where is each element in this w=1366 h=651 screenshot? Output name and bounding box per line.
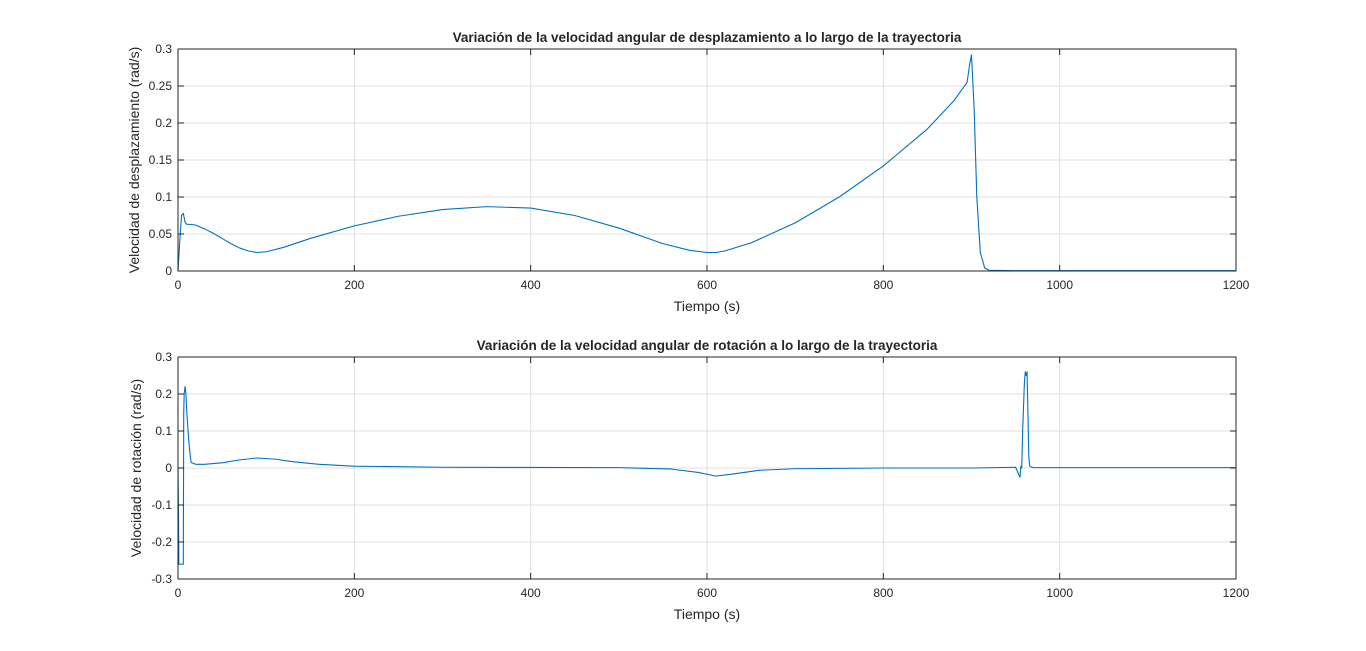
x-tick-label: 200 [344,278,364,292]
subplot-displacement-velocity: 0 200 400 600 800 1000 1200 0 0.05 0.1 0.15 0.2 0.25… [126,30,1250,314]
x-tick-label: 400 [521,586,541,600]
grid [178,49,1236,271]
y-axis-label: Velocidad de rotación (rad/s) [128,379,144,557]
x-tick-label: 800 [873,278,893,292]
y-tick-label: 0.3 [155,350,172,364]
chart-title: Variación de la velocidad angular de des… [453,30,962,45]
y-tick-label: 0.1 [155,190,172,204]
x-tick-label: 1200 [1223,586,1250,600]
ticks: 0 200 400 600 800 1000 1200 0 0.05 0.1 0.15 0.2 0.25… [149,42,1250,292]
series-layer [177,371,1236,565]
ticks: 0 200 400 600 800 1000 1200 -0.3 -0.2 -0.1 0 0.1 0.2… [151,350,1249,600]
y-tick-label: 0.1 [155,424,172,438]
y-tick-label: 0.2 [155,116,172,130]
y-tick-label: 0.15 [149,153,173,167]
x-tick-label: 200 [344,586,364,600]
y-tick-label: 0.2 [155,387,172,401]
y-tick-label: -0.1 [151,498,172,512]
series-line-0 [177,371,1236,565]
y-tick-label: 0.3 [155,42,172,56]
x-tick-label: 1000 [1046,278,1073,292]
x-tick-label: 1000 [1046,586,1073,600]
series-line-0 [177,54,1236,272]
x-tick-label: 400 [521,278,541,292]
x-tick-label: 0 [175,586,182,600]
y-tick-label: -0.3 [151,572,172,586]
series-layer [177,54,1236,272]
x-tick-label: 600 [697,586,717,600]
chart-title: Variación de la velocidad angular de rot… [477,338,938,353]
y-tick-label: 0 [165,264,172,278]
x-tick-label: 600 [697,278,717,292]
x-tick-label: 1200 [1223,278,1250,292]
x-axis-label: Tiempo (s) [674,606,740,622]
y-tick-label: -0.2 [151,535,172,549]
x-tick-label: 0 [175,278,182,292]
y-tick-label: 0.05 [149,227,173,241]
y-axis-label: Velocidad de desplazamiento (rad/s) [126,47,142,273]
x-tick-label: 800 [873,586,893,600]
subplot-rotation-velocity: 0 200 400 600 800 1000 1200 -0.3 -0.2 -0.1 0 0.1 0.2… [128,338,1250,622]
y-tick-label: 0 [165,461,172,475]
x-axis-label: Tiempo (s) [674,298,740,314]
grid [178,357,1236,579]
y-tick-label: 0.25 [149,79,173,93]
